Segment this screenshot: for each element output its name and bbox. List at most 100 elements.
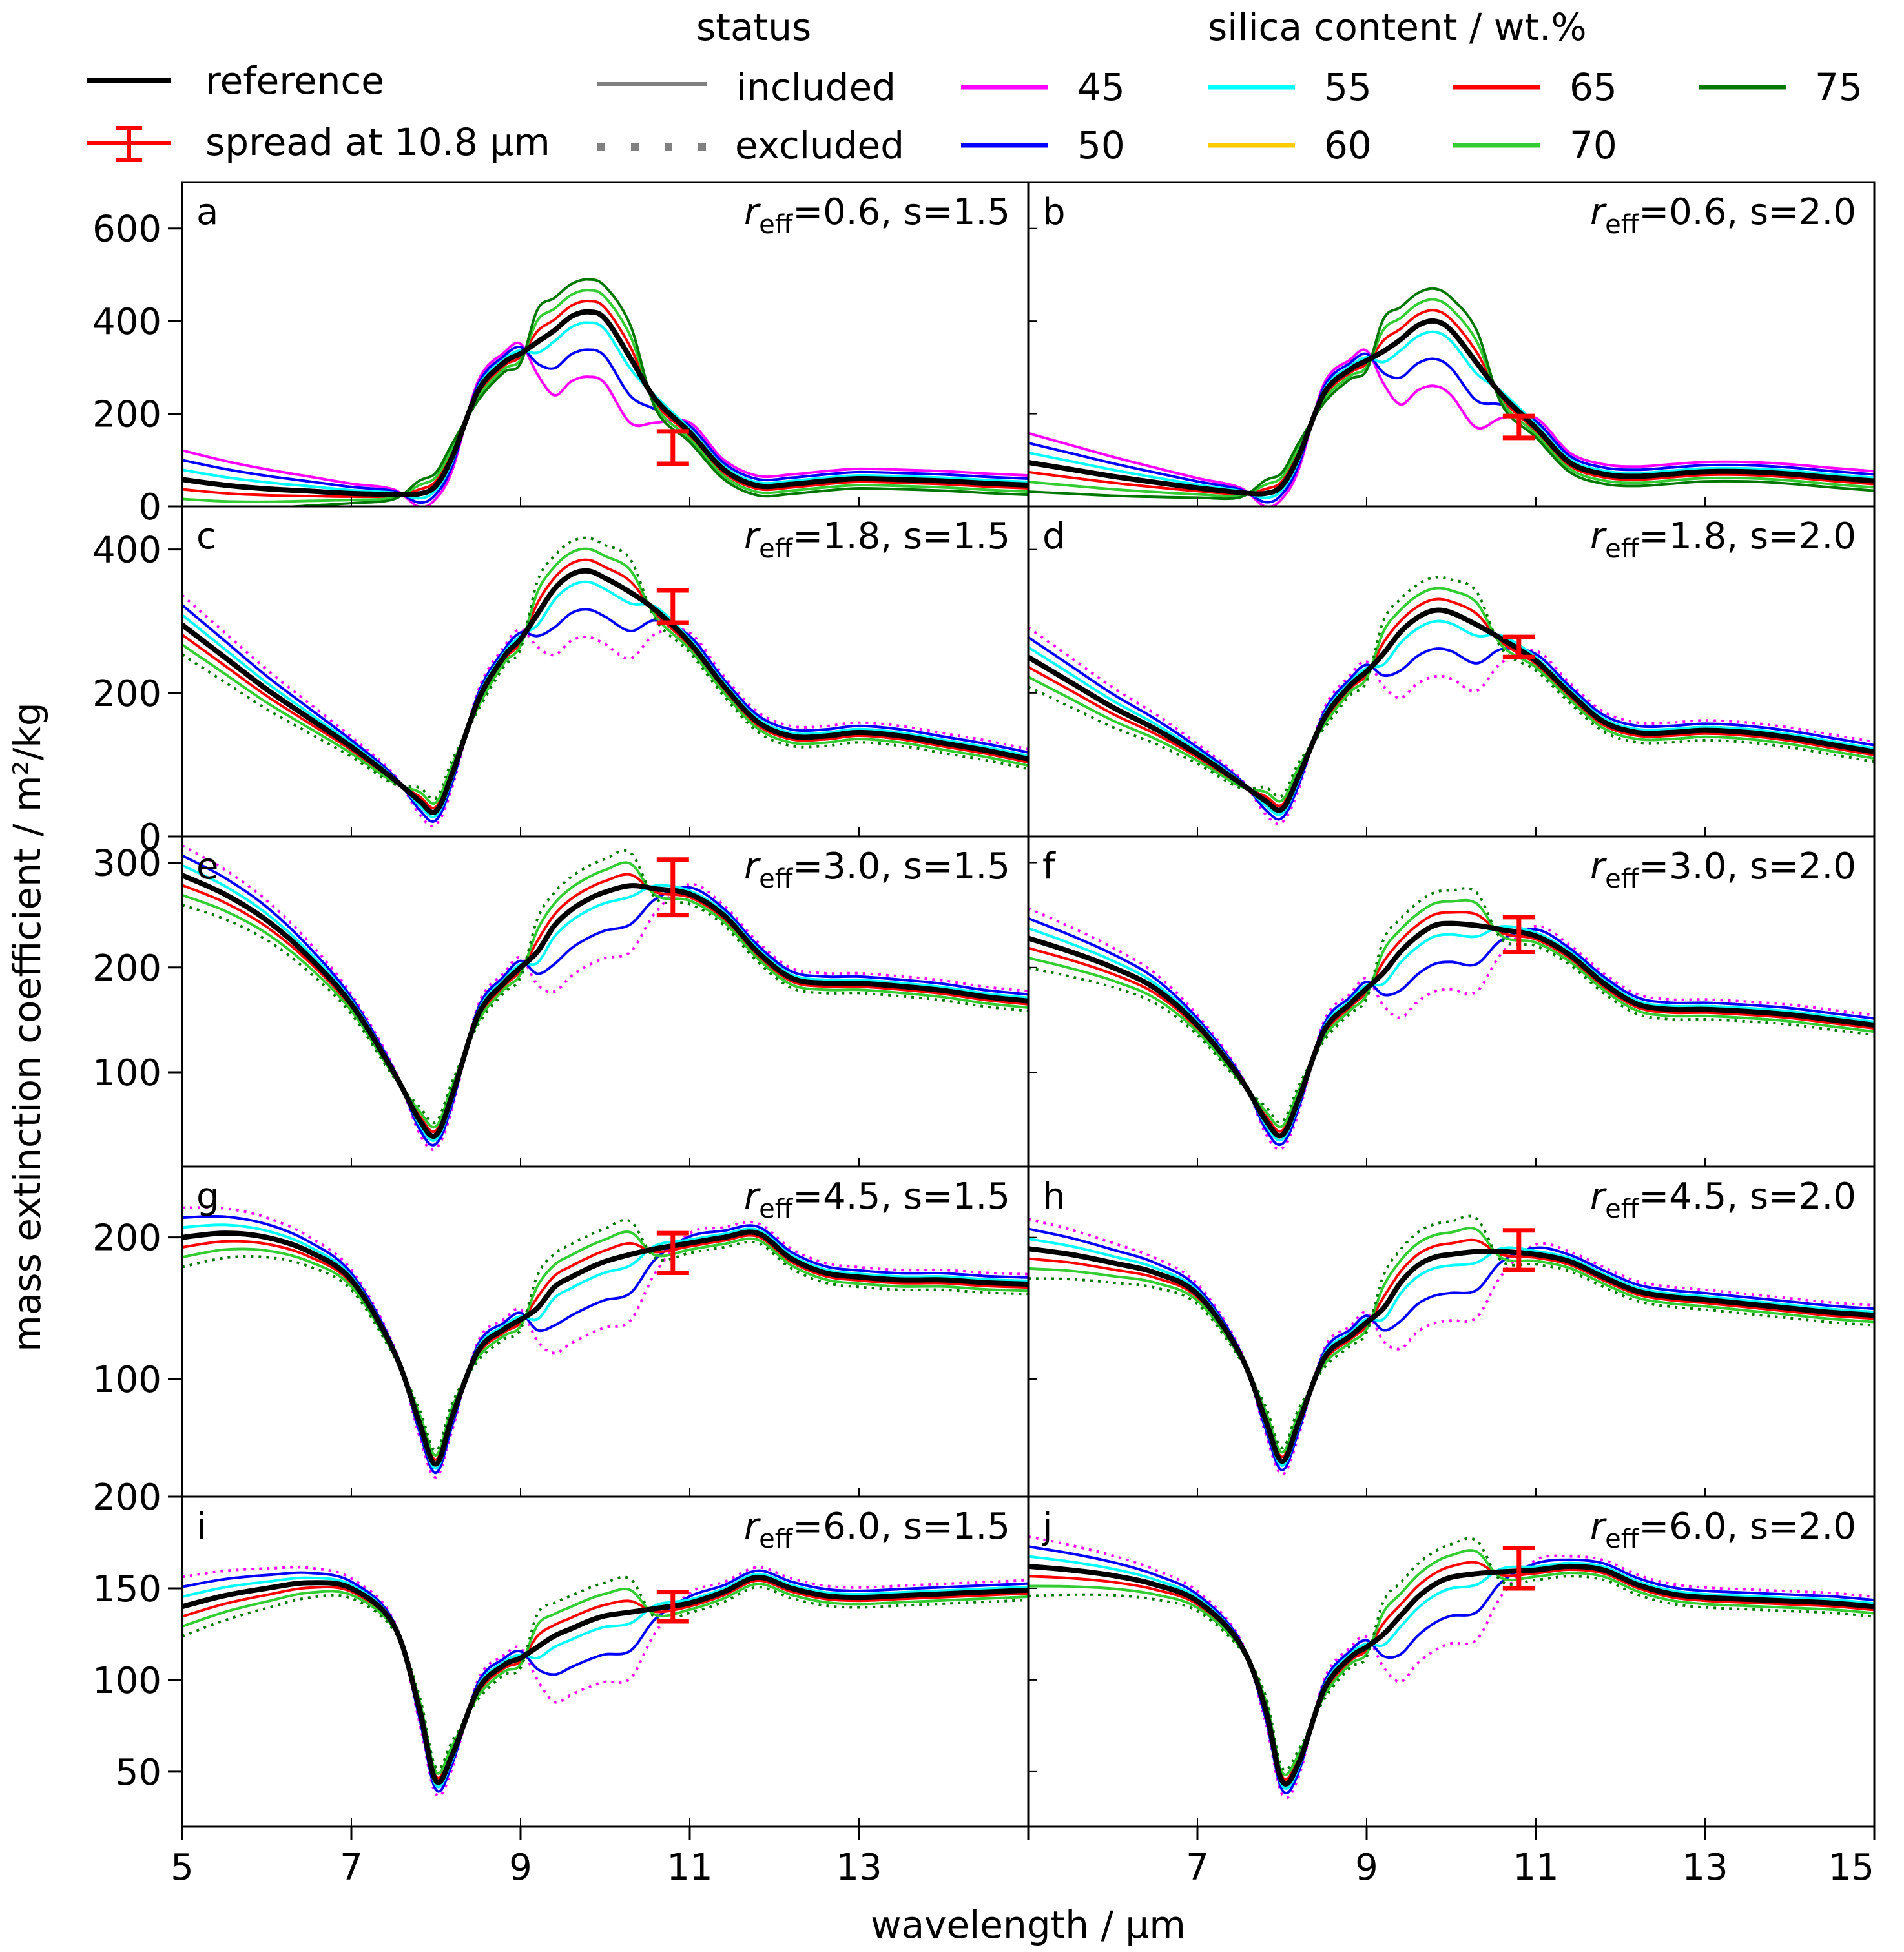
panel-i-series-70 — [182, 1583, 1028, 1775]
panel-g-letter: g — [196, 1176, 220, 1218]
panel-b-series-45 — [1028, 348, 1874, 506]
panel-e-ytick-label: 100 — [92, 1052, 161, 1094]
panel-c-series-60 — [182, 569, 1028, 814]
panel-c-series-70 — [182, 547, 1028, 805]
panel-h-series-60 — [1028, 1247, 1874, 1463]
panel-f-letter: f — [1042, 846, 1056, 888]
panel-c-ytick-label: 400 — [92, 530, 161, 572]
panel-j-series-55 — [1028, 1555, 1874, 1790]
panel-a-ytick-label: 200 — [92, 394, 161, 436]
panel-j: j reff=6.0, s=2.0 — [1027, 1495, 1876, 1828]
panel-i-series-65 — [182, 1579, 1028, 1780]
panel-f-series-55 — [1028, 925, 1874, 1142]
x-tick-label: 9 — [1355, 1847, 1378, 1889]
panel-f-series-45 — [1028, 907, 1874, 1151]
panel-d-series-75 — [1028, 576, 1874, 798]
panel-e-letter: e — [196, 846, 218, 888]
panel-f-params: reff=3.0, s=2.0 — [1590, 846, 1856, 894]
panel-b-params: reff=0.6, s=2.0 — [1590, 191, 1856, 240]
panel-i-params: reff=6.0, s=1.5 — [744, 1506, 1010, 1554]
panel-e-series-60 — [182, 874, 1028, 1137]
panel-h-series-70 — [1028, 1227, 1874, 1454]
panel-j-series-75 — [1028, 1537, 1874, 1772]
panel-e-series-65 — [182, 873, 1028, 1133]
panel-a-letter: a — [196, 191, 218, 233]
panel-h-series-45 — [1028, 1218, 1874, 1476]
x-tick-label: 5 — [171, 1847, 194, 1889]
panel-a: 0 200 400 600 a reff=0.6, s=1.5 — [92, 181, 1030, 528]
panel-j-reference-line — [1028, 1563, 1874, 1787]
panel-g-series-65 — [182, 1234, 1028, 1461]
panel-i-plot-area — [182, 1566, 1028, 1798]
legend-silica-label-75: 75 — [1815, 65, 1863, 109]
panel-c-series-45 — [182, 594, 1028, 827]
x-tick-label: 7 — [340, 1847, 363, 1889]
panel-e-ytick-label: 300 — [92, 843, 161, 885]
panel-g: 100 200 g reff=4.5, s=1.5 — [92, 1165, 1030, 1498]
panel-a-series-75 — [277, 278, 1028, 506]
panels: 0 200 400 600 a reff=0.6, s=1.5 b reff=0.6, s=2… — [92, 181, 1876, 1889]
panel-c-series-65 — [182, 558, 1028, 809]
panel-c: 0 200 400 c reff=1.8, s=1.5 — [92, 505, 1030, 858]
panel-f-series-50 — [1028, 917, 1874, 1147]
panel-j-series-70 — [1028, 1549, 1874, 1776]
panel-b: b reff=0.6, s=2.0 — [1027, 181, 1876, 508]
panel-i-ytick-label: 200 — [92, 1477, 161, 1519]
panel-e-reference-line — [182, 873, 1028, 1139]
panel-d-series-50 — [1028, 636, 1874, 821]
panel-d-series-60 — [1028, 608, 1874, 812]
panel-b-series-70 — [1028, 298, 1874, 498]
legend: reference spread at 10.8 μm status inclu… — [87, 5, 1863, 167]
panel-f: f reff=3.0, s=2.0 — [1027, 835, 1876, 1168]
panel-e-series-70 — [182, 861, 1028, 1129]
panel-a-ytick-label: 400 — [92, 301, 161, 343]
panel-a-plot-area — [182, 278, 1028, 506]
panel-a-series-45 — [182, 341, 1028, 506]
panel-d-series-70 — [1028, 587, 1874, 803]
panel-c-series-50 — [182, 604, 1028, 823]
panel-b-series-55 — [1028, 330, 1874, 499]
panel-h: h reff=4.5, s=2.0 — [1027, 1165, 1876, 1498]
panel-c-letter: c — [196, 515, 216, 557]
x-tick-label: 9 — [509, 1847, 532, 1889]
panel-g-series-50 — [182, 1214, 1028, 1475]
panel-e-spread-bar — [656, 857, 689, 918]
panel-c-ytick-label: 0 — [138, 816, 161, 858]
panel-f-spread-bar — [1502, 915, 1535, 954]
panel-e-series-75 — [182, 849, 1028, 1125]
y-axis-title: mass extinction coefficient / m²/kg — [5, 702, 49, 1351]
panel-a-series-60 — [182, 310, 1028, 496]
panel-g-series-45 — [182, 1206, 1028, 1479]
panel-h-series-50 — [1028, 1227, 1874, 1471]
panel-f-series-60 — [1028, 922, 1874, 1137]
legend-excluded-label: excluded — [735, 123, 904, 167]
panel-d-plot-area — [1028, 576, 1874, 825]
panel-j-series-50 — [1028, 1545, 1874, 1795]
panel-c-reference-line — [182, 568, 1028, 815]
panel-i-series-75 — [182, 1575, 1028, 1770]
panel-c-params: reff=1.8, s=1.5 — [744, 515, 1010, 564]
panel-b-spread-bar — [1502, 413, 1535, 441]
panel-f-reference-line — [1028, 920, 1874, 1139]
panel-b-letter: b — [1042, 191, 1066, 233]
legend-silica-entries: 45 50 55 60 65 70 75 — [961, 65, 1863, 167]
panel-j-spread-bar — [1502, 1545, 1535, 1591]
x-tick-label: 11 — [667, 1847, 712, 1889]
panel-g-series-60 — [182, 1230, 1028, 1466]
panel-i-ytick-label: 100 — [92, 1660, 161, 1702]
panel-e-series-55 — [182, 864, 1028, 1142]
panel-c-ytick-label: 200 — [92, 673, 161, 715]
panel-g-params: reff=4.5, s=1.5 — [744, 1176, 1010, 1224]
legend-silica-label-55: 55 — [1324, 65, 1372, 109]
legend-silica-label-50: 50 — [1077, 123, 1125, 167]
x-tick-label: 11 — [1513, 1847, 1558, 1889]
panel-a-reference-line — [182, 309, 1028, 497]
panel-a-series-65 — [182, 300, 1028, 499]
x-tick-label: 7 — [1186, 1847, 1209, 1889]
panel-h-reference-line — [1028, 1246, 1874, 1464]
panel-b-series-50 — [1028, 352, 1874, 504]
legend-included-label: included — [736, 65, 896, 109]
panel-d-spread-bar — [1502, 634, 1535, 659]
panel-i-ytick-label: 50 — [116, 1752, 161, 1794]
